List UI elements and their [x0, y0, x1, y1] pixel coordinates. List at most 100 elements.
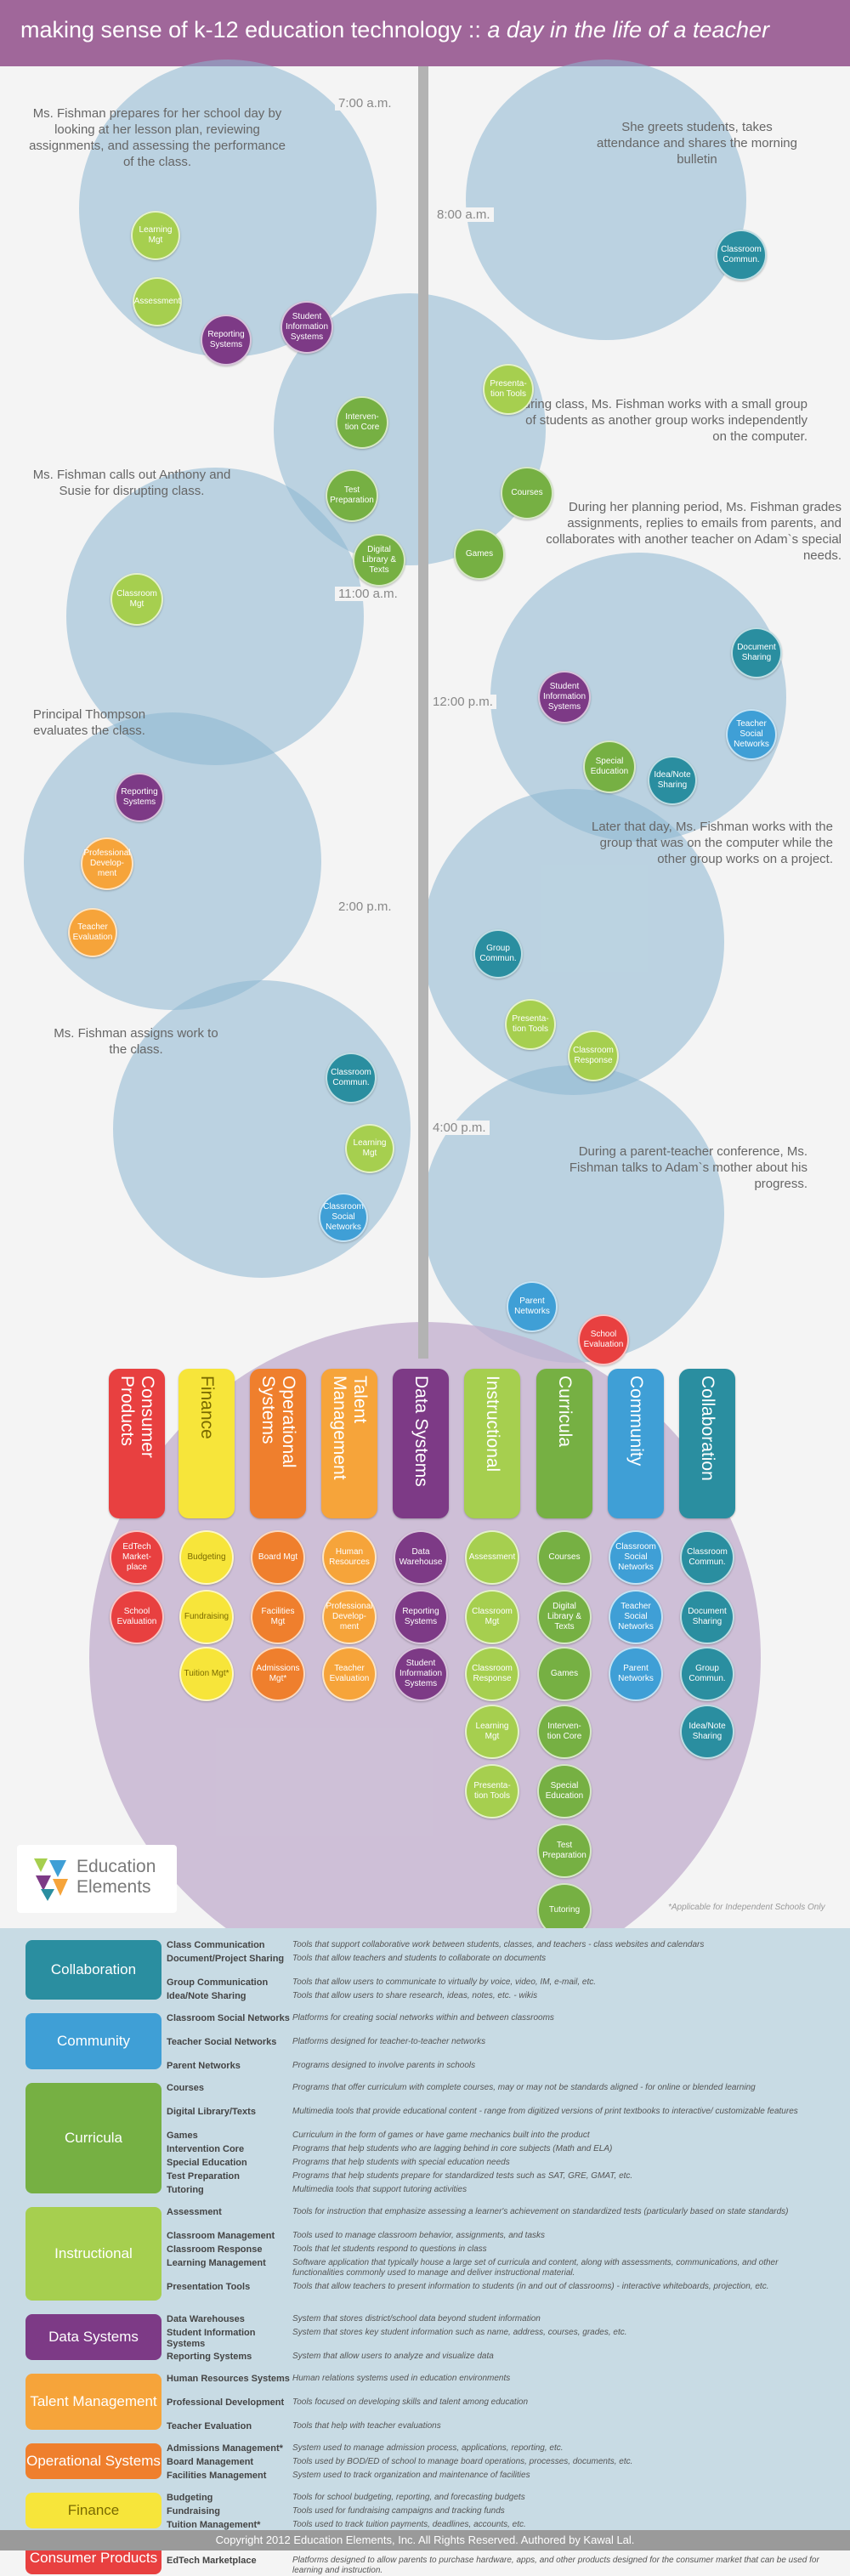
category-column: Instructional — [464, 1369, 520, 1518]
category-item: Group Commun. — [680, 1647, 734, 1701]
glossary-definition: Programs that offer curriculum with comp… — [292, 2083, 756, 2092]
glossary-definition: Tools used to track tuition payments, de… — [292, 2520, 526, 2529]
category-item: Idea/Note Sharing — [680, 1705, 734, 1759]
education-elements-logo: Education Elements — [17, 1845, 177, 1913]
category-item: Parent Networks — [609, 1647, 663, 1701]
category-column-label: Instructional — [483, 1376, 502, 1472]
glossary-definition: Programs that help students who are lagg… — [292, 2144, 613, 2153]
story-text: Principal Thompson evaluates the class. — [32, 707, 146, 738]
timeline-node: Teacher Social Networks — [726, 709, 777, 760]
glossary-term: Budgeting — [167, 2493, 213, 2503]
category-column: Curricula — [536, 1369, 592, 1518]
category-column-label: Operational Systems — [258, 1376, 298, 1468]
glossary-definition: System that stores key student informati… — [292, 2328, 627, 2337]
category-column-label: Collaboration — [698, 1376, 717, 1481]
glossary-term: Presentation Tools — [167, 2282, 251, 2292]
category-item: Human Resources — [322, 1530, 377, 1585]
category-item: Budgeting — [179, 1530, 234, 1585]
glossary-category-label: Community — [26, 2013, 162, 2069]
glossary-definition: Tools used by BOD/ED of school to manage… — [292, 2457, 633, 2466]
glossary-category-label: Data Systems — [26, 2314, 162, 2360]
glossary-definition: Multimedia tools that provide educationa… — [292, 2107, 798, 2116]
page-header: making sense of k-12 education technolog… — [0, 0, 850, 66]
timeline-node: Document Sharing — [731, 627, 782, 678]
story-text: Ms. Fishman prepares for her school day … — [29, 106, 286, 169]
category-item: Interven-tion Core — [537, 1705, 592, 1759]
glossary-definition: Platforms designed to allow parents to p… — [292, 2556, 819, 2575]
glossary-category-label: Curricula — [26, 2083, 162, 2193]
timeline-node: Learning Mgt — [131, 211, 180, 260]
story-text: During class, Ms. Fishman works with a s… — [513, 397, 808, 444]
story-text: Ms. Fishman assigns work to the class. — [54, 1026, 218, 1057]
category-item: Assessment — [465, 1530, 519, 1585]
copyright-bar: Copyright 2012 Education Elements, Inc. … — [0, 2530, 850, 2550]
timeline-node: Parent Networks — [507, 1281, 558, 1332]
glossary-category-label: Instructional — [26, 2207, 162, 2301]
glossary-term: Classroom Social Networks — [167, 2013, 290, 2023]
category-item: Test Preparation — [537, 1824, 592, 1878]
glossary-category-label: Collaboration — [26, 1940, 162, 2000]
story-text: During a parent-teacher conference, Ms. … — [569, 1144, 808, 1191]
category-item: Classroom Commun. — [680, 1530, 734, 1585]
timeline-node: School Evaluation — [578, 1314, 629, 1365]
bubble-400pm — [422, 1065, 724, 1363]
time-label: 2:00 p.m. — [335, 899, 395, 914]
bubble-principal — [24, 712, 321, 1010]
glossary-definition: Programs that help students with special… — [292, 2158, 510, 2167]
story-text: During her planning period, Ms. Fishman … — [546, 500, 842, 563]
glossary-definition: Tools used to manage classroom behavior,… — [292, 2231, 546, 2240]
timeline-node: Teacher Evaluation — [68, 908, 117, 957]
time-label: 4:00 p.m. — [429, 1121, 490, 1135]
glossary-category-label: Finance — [26, 2493, 162, 2528]
category-item: Student Information Systems — [394, 1647, 448, 1701]
timeline-node: Games — [454, 529, 505, 580]
timeline-node: Classroom Commun. — [716, 230, 767, 281]
glossary-definition: System that allow users to analyze and v… — [292, 2352, 494, 2361]
category-item: Learning Mgt — [465, 1705, 519, 1759]
category-item: Document Sharing — [680, 1590, 734, 1644]
time-label: 7:00 a.m. — [335, 96, 395, 111]
category-column-label: Data Systems — [411, 1376, 431, 1487]
category-column-label: Consumer Products — [117, 1376, 157, 1458]
glossary-category-label: Operational Systems — [26, 2443, 162, 2479]
category-item: Classroom Mgt — [465, 1590, 519, 1644]
category-item: Reporting Systems — [394, 1590, 448, 1644]
glossary-definition: Tools that support collaborative work be… — [292, 1940, 705, 1949]
timeline-node: Classroom Social Networks — [319, 1193, 368, 1242]
timeline-node: Courses — [501, 467, 553, 519]
glossary-term: Tuition Management* — [167, 2520, 261, 2530]
bubble-700am — [79, 60, 377, 357]
category-item: Special Education — [537, 1764, 592, 1819]
timeline-node: Classroom Commun. — [326, 1053, 377, 1104]
glossary-term: Fundraising — [167, 2506, 220, 2516]
glossary-definition: Curriculum in the form of games or have … — [292, 2131, 590, 2140]
timeline-node: Student Information Systems — [538, 671, 591, 723]
glossary-term: Test Preparation — [167, 2171, 240, 2182]
category-item: Teacher Evaluation — [322, 1647, 377, 1701]
story-text: Later that day, Ms. Fishman works with t… — [592, 820, 833, 866]
glossary-term: Tutoring — [167, 2185, 204, 2195]
glossary-term: Facilities Management — [167, 2471, 267, 2481]
glossary-term: Data Warehouses — [167, 2314, 245, 2324]
category-column: Finance — [178, 1369, 235, 1518]
glossary-definition: Tools for school budgeting, reporting, a… — [292, 2493, 525, 2502]
glossary-panel: Class Communication Tools that support co… — [0, 1928, 850, 2575]
title-main: making sense of k-12 education technolog… — [20, 17, 488, 43]
category-item: Professional Develop-ment — [322, 1590, 377, 1644]
category-column: Collaboration — [679, 1369, 735, 1518]
story-text: She greets students, takes attendance an… — [597, 120, 797, 167]
category-column: Talent Management — [321, 1369, 377, 1518]
glossary-definition: Multimedia tools that support tutoring a… — [292, 2185, 468, 2194]
category-item: School Evaluation — [110, 1590, 164, 1644]
category-item: Board Mgt — [251, 1530, 305, 1585]
time-label: 12:00 p.m. — [429, 695, 496, 709]
footnote: *Applicable for Independent Schools Only — [668, 1903, 825, 1912]
glossary-definition: System used to manage admission process,… — [292, 2443, 564, 2453]
glossary-definition: Tools that allow users to communicate to… — [292, 1977, 596, 1987]
category-item: Tuition Mgt* — [179, 1647, 234, 1701]
page-title: making sense of k-12 education technolog… — [20, 17, 769, 43]
glossary-term: Intervention Core — [167, 2144, 245, 2154]
glossary-definition: Tools used for fundraising campaigns and… — [292, 2506, 505, 2516]
time-label: 8:00 a.m. — [434, 207, 494, 222]
glossary-term: Group Communication — [167, 1977, 269, 1988]
